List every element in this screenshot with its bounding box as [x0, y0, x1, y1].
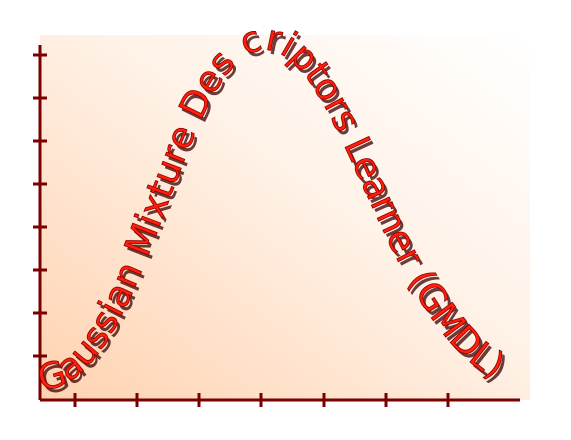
axes [38, 45, 520, 402]
y-axis-ticks [33, 53, 47, 358]
background-gradient [40, 35, 530, 400]
x-axis-ticks [73, 393, 450, 407]
